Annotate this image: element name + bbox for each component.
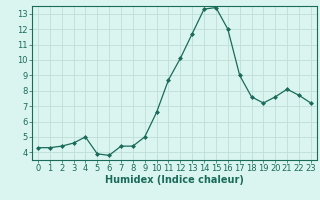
X-axis label: Humidex (Indice chaleur): Humidex (Indice chaleur) xyxy=(105,175,244,185)
